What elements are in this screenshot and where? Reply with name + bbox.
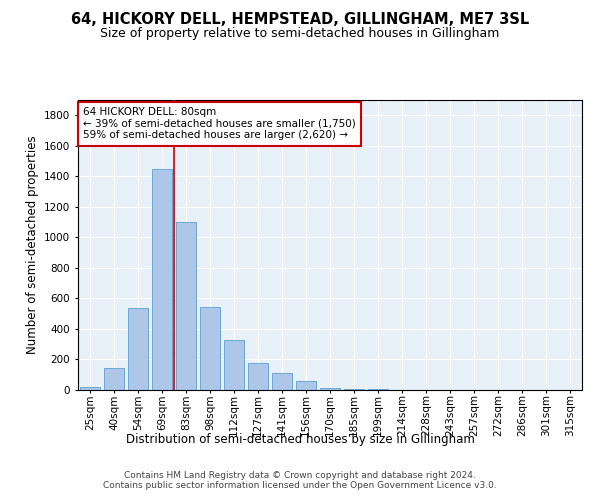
Y-axis label: Number of semi-detached properties: Number of semi-detached properties xyxy=(26,136,38,354)
Bar xyxy=(296,381,316,390)
Bar xyxy=(248,364,268,390)
Bar xyxy=(128,308,148,390)
Bar xyxy=(320,388,340,390)
Bar xyxy=(368,389,388,390)
Text: 64, HICKORY DELL, HEMPSTEAD, GILLINGHAM, ME7 3SL: 64, HICKORY DELL, HEMPSTEAD, GILLINGHAM,… xyxy=(71,12,529,28)
Text: Size of property relative to semi-detached houses in Gillingham: Size of property relative to semi-detach… xyxy=(100,28,500,40)
Bar xyxy=(272,373,292,390)
Bar xyxy=(80,387,100,390)
Text: Contains HM Land Registry data © Crown copyright and database right 2024.
Contai: Contains HM Land Registry data © Crown c… xyxy=(103,470,497,490)
Bar xyxy=(152,168,172,390)
Bar xyxy=(224,340,244,390)
Bar xyxy=(176,222,196,390)
Bar xyxy=(344,389,364,390)
Text: 64 HICKORY DELL: 80sqm
← 39% of semi-detached houses are smaller (1,750)
59% of : 64 HICKORY DELL: 80sqm ← 39% of semi-det… xyxy=(83,108,356,140)
Bar xyxy=(104,368,124,390)
Text: Distribution of semi-detached houses by size in Gillingham: Distribution of semi-detached houses by … xyxy=(125,432,475,446)
Bar xyxy=(200,307,220,390)
